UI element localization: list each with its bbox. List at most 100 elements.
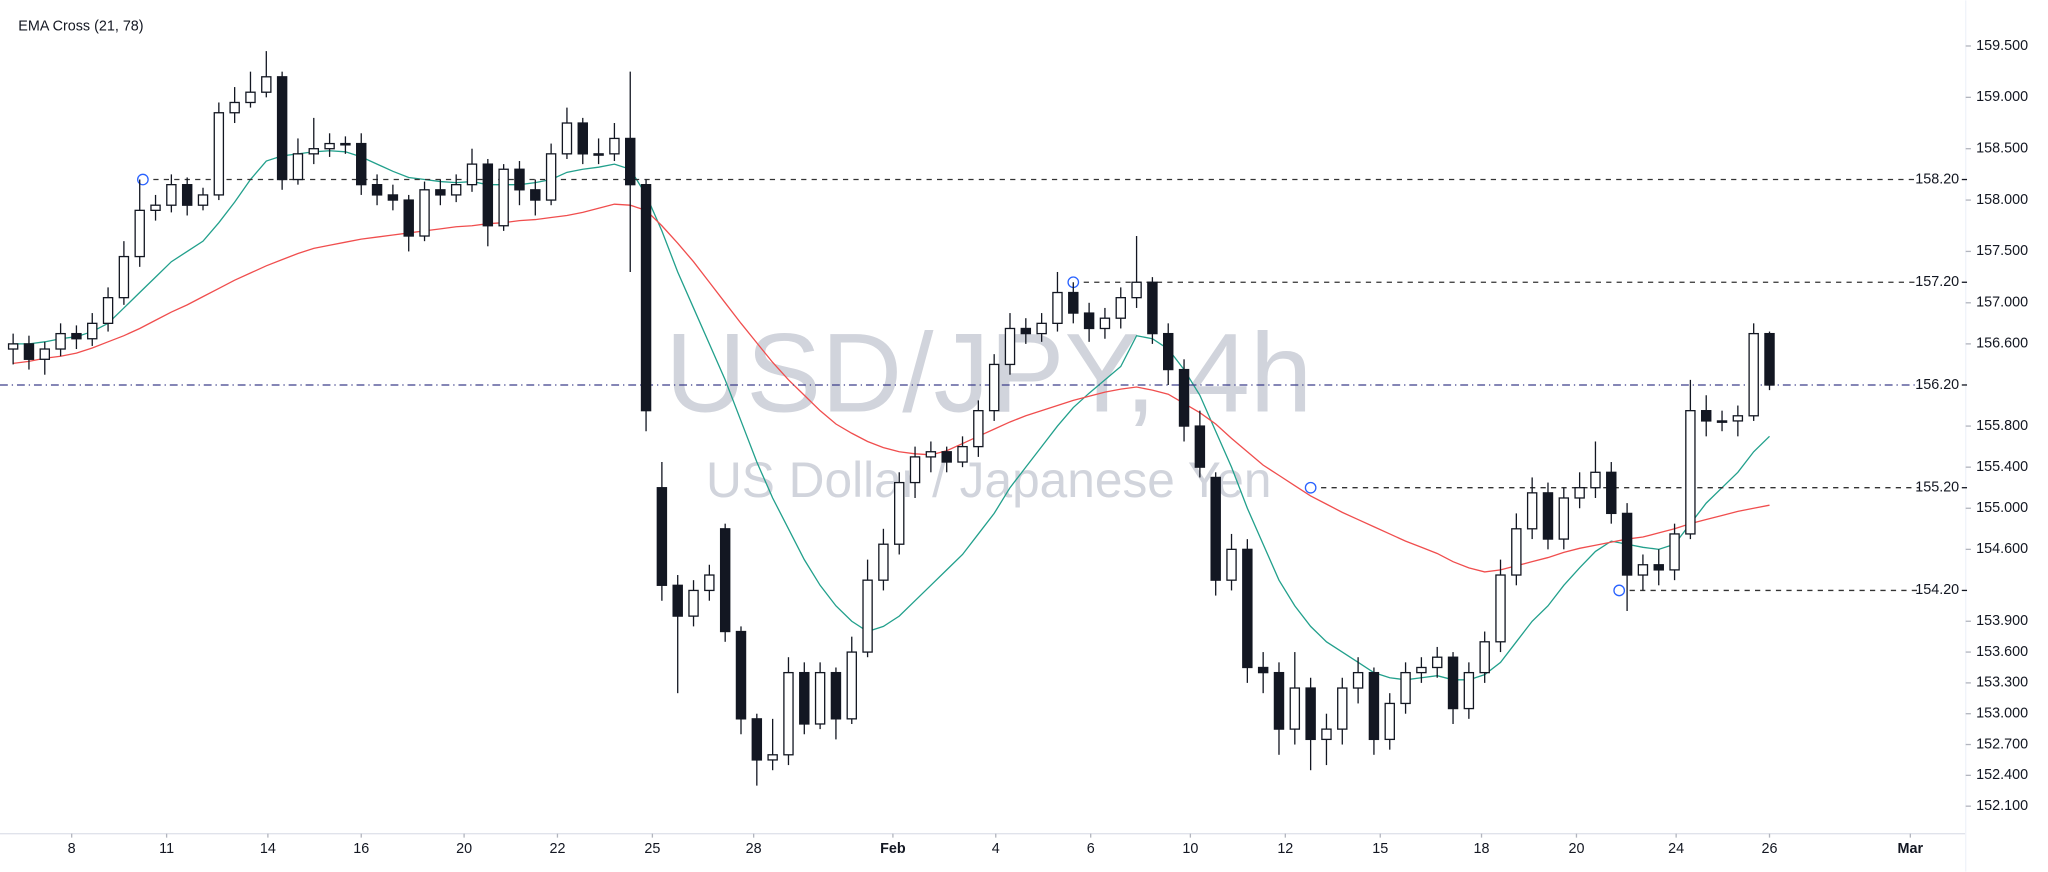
candle-body xyxy=(292,153,304,181)
candle-body xyxy=(166,184,177,206)
candle-body xyxy=(102,297,114,324)
candle-body xyxy=(229,101,240,114)
candle-body xyxy=(466,163,478,186)
candle-body xyxy=(751,718,763,761)
candle-body xyxy=(498,168,509,227)
indicator-label: EMA Cross (21, 78) xyxy=(18,18,143,34)
candle-body xyxy=(134,209,145,258)
candle-body xyxy=(640,184,652,412)
candle-body xyxy=(340,142,351,146)
candle-body xyxy=(1368,671,1380,741)
candle-body xyxy=(1163,332,1174,371)
candle-body xyxy=(1337,687,1348,730)
candle-body xyxy=(1352,671,1364,689)
candle-body xyxy=(181,184,193,206)
x-tick-label: 6 xyxy=(1087,841,1095,857)
level-label-bg xyxy=(1920,170,1964,189)
candle-body xyxy=(261,76,272,93)
candle-body xyxy=(1621,512,1633,576)
candle-body xyxy=(1495,574,1506,643)
candle-body xyxy=(1685,410,1696,535)
plot: 158.20 157.20 156.20 155.20 154.20 xyxy=(0,51,1968,786)
candle-body xyxy=(1431,656,1443,669)
candle-body xyxy=(213,112,225,196)
candle-body xyxy=(419,189,430,237)
x-tick-label: 16 xyxy=(353,841,369,857)
candle-body xyxy=(783,671,794,756)
y-tick-label: 153.000 xyxy=(1976,706,2028,722)
x-tick-label: 20 xyxy=(1568,841,1584,857)
candle-body xyxy=(1131,281,1142,299)
candle-body xyxy=(957,445,968,463)
candle-body xyxy=(1447,656,1459,710)
candle-body xyxy=(1558,497,1570,540)
candle-body xyxy=(55,332,66,350)
candle-body xyxy=(909,456,921,484)
x-tick-label: 8 xyxy=(68,841,76,857)
x-tick-label: 24 xyxy=(1668,841,1684,857)
level-label: 154.20 xyxy=(1915,582,1959,598)
candle-body xyxy=(862,579,873,653)
candle-body xyxy=(1242,548,1253,669)
candle-body xyxy=(656,487,668,586)
candle-body xyxy=(688,589,699,617)
x-tick-label: 26 xyxy=(1762,841,1778,857)
x-tick-label: 10 xyxy=(1182,841,1198,857)
candle-body xyxy=(1004,327,1016,366)
candle-body xyxy=(1257,666,1269,674)
candle-body xyxy=(625,137,636,186)
candle-body xyxy=(1210,476,1221,581)
y-tick-label: 156.600 xyxy=(1976,336,2028,352)
candle-body xyxy=(973,410,984,448)
candle-body xyxy=(704,574,715,592)
candle-body xyxy=(387,194,399,201)
candle-body xyxy=(23,343,35,360)
candle-body xyxy=(1653,564,1664,571)
candle-body xyxy=(356,142,367,186)
level-label-bg xyxy=(1920,581,1964,600)
candle-body xyxy=(308,148,319,155)
candle-body xyxy=(1036,322,1047,335)
watermark-description: US Dollar / Japanese Yen xyxy=(706,452,1272,508)
candle-body xyxy=(1321,728,1332,741)
y-tick-label: 152.400 xyxy=(1976,767,2028,783)
candle-body xyxy=(1606,471,1617,515)
candle-body xyxy=(1083,312,1095,330)
y-tick-label: 159.500 xyxy=(1976,38,2028,54)
candle-body xyxy=(846,651,857,720)
candle-body xyxy=(1068,291,1079,314)
level-label: 158.20 xyxy=(1915,171,1959,187)
y-tick-label: 158.500 xyxy=(1976,141,2028,157)
candle-body xyxy=(1700,410,1712,422)
candle-body xyxy=(894,481,905,545)
level-label: 157.20 xyxy=(1915,274,1959,290)
candle-body xyxy=(324,142,335,150)
level-label: 156.20 xyxy=(1915,377,1959,393)
level-anchor xyxy=(1304,481,1317,494)
y-tick-label: 154.600 xyxy=(1976,541,2028,557)
candle-body xyxy=(925,451,937,458)
x-tick-label: 22 xyxy=(549,841,565,857)
candle-body xyxy=(878,543,889,581)
candle-body xyxy=(87,322,98,340)
candle-body xyxy=(1669,533,1680,571)
x-tick-label: 11 xyxy=(159,841,174,857)
candle-body xyxy=(1147,281,1158,335)
candle-body xyxy=(1716,420,1728,423)
y-tick-label: 155.400 xyxy=(1976,459,2028,475)
candle-body xyxy=(514,168,525,191)
candle-body xyxy=(561,122,573,155)
y-tick-label: 157.500 xyxy=(1976,243,2028,259)
candle-body xyxy=(1099,317,1111,330)
level-label-bg xyxy=(1920,478,1964,497)
candle-body xyxy=(1178,368,1190,427)
x-tick-label: 15 xyxy=(1372,841,1388,857)
candle-body xyxy=(672,584,683,617)
ema-line xyxy=(13,203,1770,573)
x-tick-label: Mar xyxy=(1898,841,1924,857)
y-tick-label: 152.100 xyxy=(1976,798,2028,814)
candle-body xyxy=(1542,492,1554,540)
watermark: USD/JPY, 4h US Dollar / Japanese Yen xyxy=(665,309,1312,507)
